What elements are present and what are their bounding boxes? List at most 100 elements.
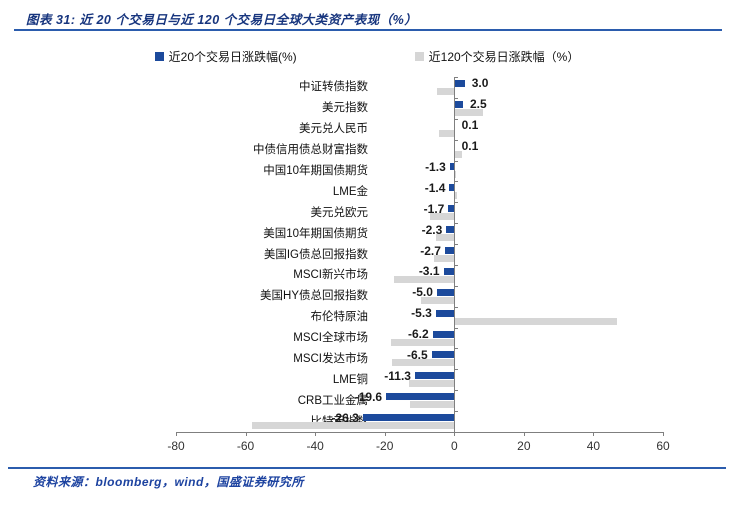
x-axis-tick-label: -80 xyxy=(167,439,185,453)
category-axis-tick xyxy=(454,97,459,99)
value-label: -2.3 xyxy=(421,222,443,237)
bar-20d xyxy=(386,393,455,401)
category-label: 美元兑欧元 xyxy=(310,206,369,219)
value-label: -1.3 xyxy=(425,159,446,174)
value-label: -6.2 xyxy=(408,327,429,342)
category-axis-tick xyxy=(454,160,459,162)
value-label: -1.4 xyxy=(424,180,446,195)
bar-20d xyxy=(448,205,455,213)
bar-120d xyxy=(429,213,455,221)
x-axis-tick xyxy=(315,432,317,436)
value-label: -1.7 xyxy=(423,201,445,216)
bar-120d xyxy=(409,380,455,388)
category-label: LME金 xyxy=(332,185,368,198)
bar-120d xyxy=(390,338,455,346)
bar-120d xyxy=(434,255,455,262)
bar-120d xyxy=(394,275,455,283)
zero-axis-line xyxy=(454,77,456,432)
bar-20d xyxy=(435,309,455,317)
chart-title: 图表 31: 近 20 个交易日与近 120 个交易日全球大类资产表现（%） xyxy=(26,13,418,27)
x-axis-tick xyxy=(593,432,595,436)
bar-120d xyxy=(454,171,457,179)
x-axis-line xyxy=(176,432,663,433)
legend-label-20d: 近20个交易日涨跌幅(%) xyxy=(168,49,297,64)
footer-divider-line xyxy=(8,467,726,469)
bar-20d xyxy=(432,330,455,338)
x-axis-tick xyxy=(663,432,664,436)
bar-20d xyxy=(444,247,455,254)
bar-chart-plot-area: 中证转债指数 3.0 美元指数 2.5 美元兑人民币 0.1 中债信用债总财富指数 0.1 中国… xyxy=(167,76,669,453)
category-axis-tick xyxy=(454,348,459,350)
category-axis-tick xyxy=(454,118,459,120)
category-label: 美元兑人民币 xyxy=(299,123,368,136)
x-axis-tick xyxy=(245,432,247,436)
category-label: MSCI全球市场 xyxy=(293,332,368,345)
bar-20d xyxy=(431,351,455,359)
value-label: -2.7 xyxy=(420,243,441,258)
category-label: 中证转债指数 xyxy=(299,81,368,94)
bar-20d xyxy=(449,184,455,192)
x-axis-tick-label: 40 xyxy=(586,439,601,453)
x-axis-tick-label: -20 xyxy=(376,439,394,453)
bar-120d xyxy=(436,87,455,95)
bar-20d xyxy=(454,79,465,87)
legend-item-20d: 近20个交易日涨跌幅(%) xyxy=(154,48,297,65)
x-axis-tick xyxy=(523,432,525,436)
category-axis-tick xyxy=(454,202,459,204)
x-axis-tick-label: -60 xyxy=(236,439,255,453)
bar-120d xyxy=(454,317,617,325)
category-label: 美元指数 xyxy=(322,102,368,115)
category-axis-tick xyxy=(454,181,459,183)
value-label: 3.0 xyxy=(471,76,489,91)
value-label: -11.3 xyxy=(384,368,411,383)
title-divider-line xyxy=(14,29,722,31)
category-axis-tick xyxy=(454,264,459,266)
bar-120d xyxy=(421,296,455,304)
source-note: 资料来源：bloomberg，wind，国盛证券研究所 xyxy=(33,475,304,489)
category-label: MSCI新兴市场 xyxy=(293,269,368,282)
value-label: -5.0 xyxy=(412,285,433,300)
x-axis-tick-label: 0 xyxy=(450,439,458,453)
bar-20d xyxy=(446,226,455,234)
x-axis-tick xyxy=(384,432,386,436)
bar-20d xyxy=(449,163,455,171)
bar-20d xyxy=(454,100,463,108)
x-axis-tick-label: 60 xyxy=(656,439,670,453)
category-axis-tick xyxy=(454,369,459,371)
category-label: 美国IG债总回报指数 xyxy=(263,248,368,261)
x-axis-tick-label: -40 xyxy=(306,439,324,453)
x-axis-tick xyxy=(454,432,456,436)
value-label: -5.3 xyxy=(411,306,432,321)
value-label: 2.5 xyxy=(469,97,487,112)
value-label: -26.3 xyxy=(331,410,359,425)
category-label: 美国10年期国债期货 xyxy=(263,227,368,240)
bar-120d xyxy=(435,234,455,242)
category-axis-tick xyxy=(454,327,459,329)
legend-label-120d: 近120个交易日涨跌幅（%） xyxy=(428,49,580,64)
bar-120d xyxy=(454,192,458,200)
value-label: 0.1 xyxy=(461,139,479,154)
bar-120d xyxy=(454,150,462,158)
category-axis-tick xyxy=(454,77,459,78)
bar-120d xyxy=(454,108,483,116)
category-axis-tick xyxy=(454,285,459,287)
bar-20d xyxy=(436,288,455,296)
bar-120d xyxy=(251,422,455,430)
legend-item-120d: 近120个交易日涨跌幅（%） xyxy=(414,48,580,65)
category-label: MSCI发达市场 xyxy=(293,352,368,365)
category-label: CRB工业金属 xyxy=(297,394,368,407)
x-axis-tick xyxy=(176,432,177,436)
chart-legend: 近20个交易日涨跌幅(%) 近120个交易日涨跌幅（%） xyxy=(0,47,734,65)
category-axis-tick xyxy=(454,223,459,225)
x-axis-tick-label: 20 xyxy=(517,439,531,453)
category-label: 布伦特原油 xyxy=(310,311,369,324)
category-axis-tick xyxy=(454,306,459,308)
category-axis-tick xyxy=(454,139,459,141)
category-axis-tick xyxy=(454,390,459,392)
value-label: -6.5 xyxy=(406,347,428,362)
category-label: 美国HY债总回报指数 xyxy=(260,290,368,303)
bar-120d xyxy=(409,401,455,409)
legend-swatch-20d-icon xyxy=(154,51,164,61)
bar-120d xyxy=(392,359,455,367)
